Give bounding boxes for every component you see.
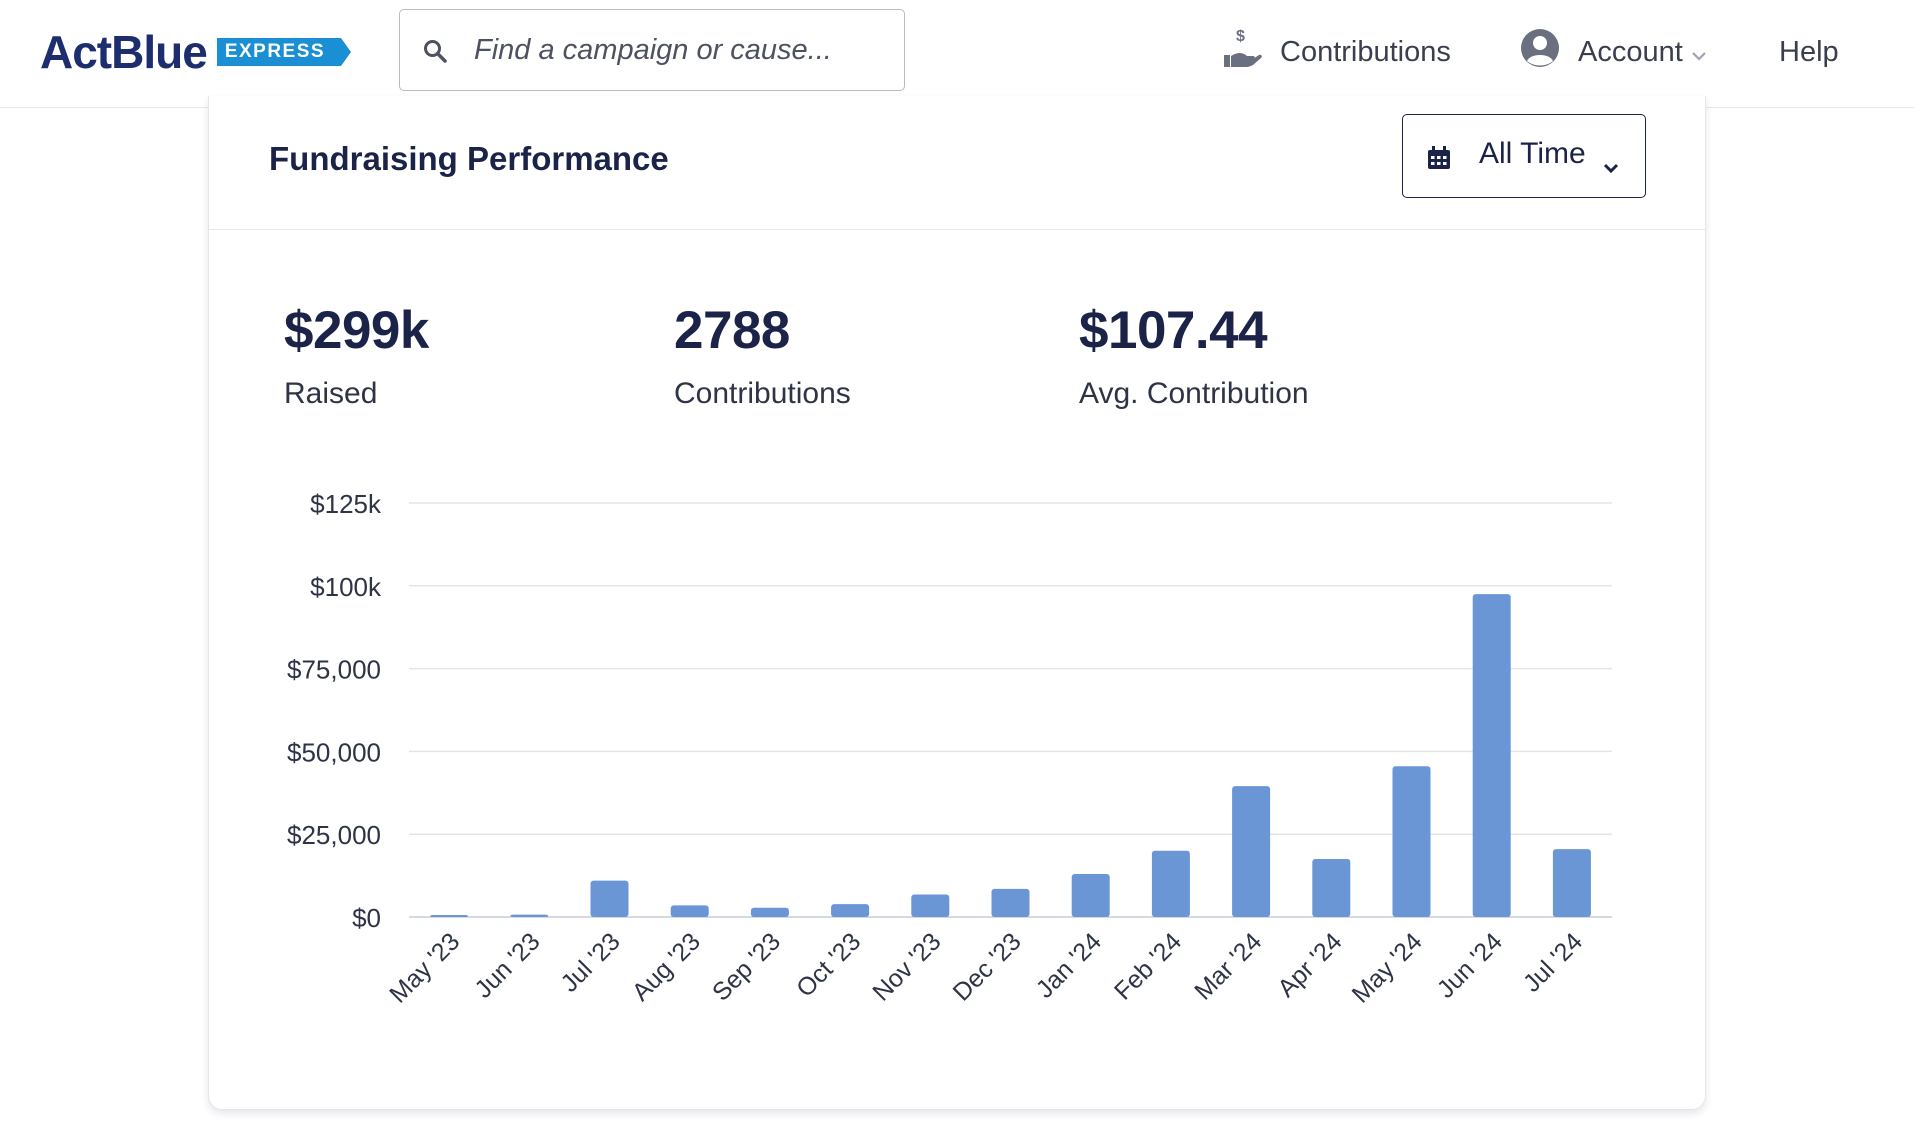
fundraising-performance-card: Fundraising Performance All Time [208,96,1706,1110]
nav-account-menu[interactable]: Account [1520,28,1707,76]
x-tick-label: Oct '23 [791,927,866,1002]
x-tick-label: Feb '24 [1109,927,1187,1005]
search-input[interactable] [472,10,896,90]
y-tick-label: $75,000 [287,655,381,685]
stat-raised-value: $299k [284,301,429,360]
x-tick-label: Jun '24 [1432,927,1508,1003]
actblue-express-logo[interactable]: ActBlue EXPRESS [40,26,352,78]
x-tick-label: Sep '23 [707,927,786,1006]
chevron-down-icon [1603,149,1619,183]
search-box[interactable] [399,9,905,91]
y-tick-label: $100k [310,572,382,602]
bar-14 [1552,849,1591,917]
nav-contributions-label: Contributions [1280,35,1451,68]
y-tick-label: $25,000 [287,820,381,850]
y-tick-label: $50,000 [287,737,381,767]
x-tick-label: Jul '23 [555,927,625,997]
stat-contributions-label: Contributions [674,377,851,410]
card-title: Fundraising Performance [269,140,669,177]
x-tick-label: Jun '23 [469,927,545,1003]
bar-9 [1151,850,1190,917]
bar-11 [1312,859,1351,917]
bar-4 [750,907,789,917]
stat-avg-contribution: $107.44 Avg. Contribution [1079,304,1309,411]
time-range-label: All Time [1479,137,1586,170]
time-range-dropdown[interactable]: All Time [1402,114,1646,198]
user-circle-icon [1520,28,1560,76]
x-tick-label: Aug '23 [627,927,706,1006]
card-header: Fundraising Performance All Time [209,96,1705,230]
svg-text:$: $ [1236,28,1245,45]
chevron-down-icon [1691,36,1707,69]
bar-6 [911,894,950,917]
stat-avg-contribution-value: $107.44 [1079,301,1268,360]
calendar-icon [1427,144,1451,178]
x-tick-label: May '24 [1347,927,1428,1008]
x-tick-label: May '23 [384,927,465,1008]
x-tick-label: Nov '23 [867,927,946,1006]
bar-0 [430,915,469,917]
monthly-fundraising-bar-chart: $0 $25,000 $50,000 $75,000 $100k $125k May '23… [287,489,1612,1009]
stat-raised-label: Raised [284,377,378,410]
stat-contributions-value: 2788 [674,301,790,360]
bar-2 [590,880,629,917]
search-icon [423,39,447,63]
top-nav: ActBlue EXPRESS $ Contributions [0,0,1914,108]
logo-express-badge: EXPRESS [216,38,352,66]
nav-contributions[interactable]: $ Contributions [1222,28,1451,76]
nav-help-link[interactable]: Help [1779,28,1839,76]
x-tick-label: Apr '24 [1272,927,1347,1002]
bar-5 [831,904,870,917]
bar-12 [1392,766,1431,917]
stat-raised: $299k Raised [284,304,429,411]
hand-dollar-icon: $ [1222,27,1262,77]
stat-avg-contribution-label: Avg. Contribution [1079,377,1309,410]
x-tick-label: Jan '24 [1031,927,1107,1003]
nav-help-label: Help [1779,35,1839,68]
logo-wordmark: ActBlue [40,26,208,78]
y-tick-label: $125k [310,489,382,519]
bar-8 [1071,873,1110,917]
bar-7 [991,888,1030,917]
x-tick-label: Mar '24 [1189,927,1267,1005]
stat-contributions: 2788 Contributions [674,304,851,411]
bar-1 [510,914,549,917]
x-tick-label: Jul '24 [1518,927,1588,997]
bar-13 [1472,594,1511,917]
bar-10 [1232,786,1271,917]
bar-3 [670,905,709,917]
x-tick-label: Dec '23 [948,927,1027,1006]
y-tick-label: $0 [352,903,381,933]
nav-account-label: Account [1578,35,1683,68]
